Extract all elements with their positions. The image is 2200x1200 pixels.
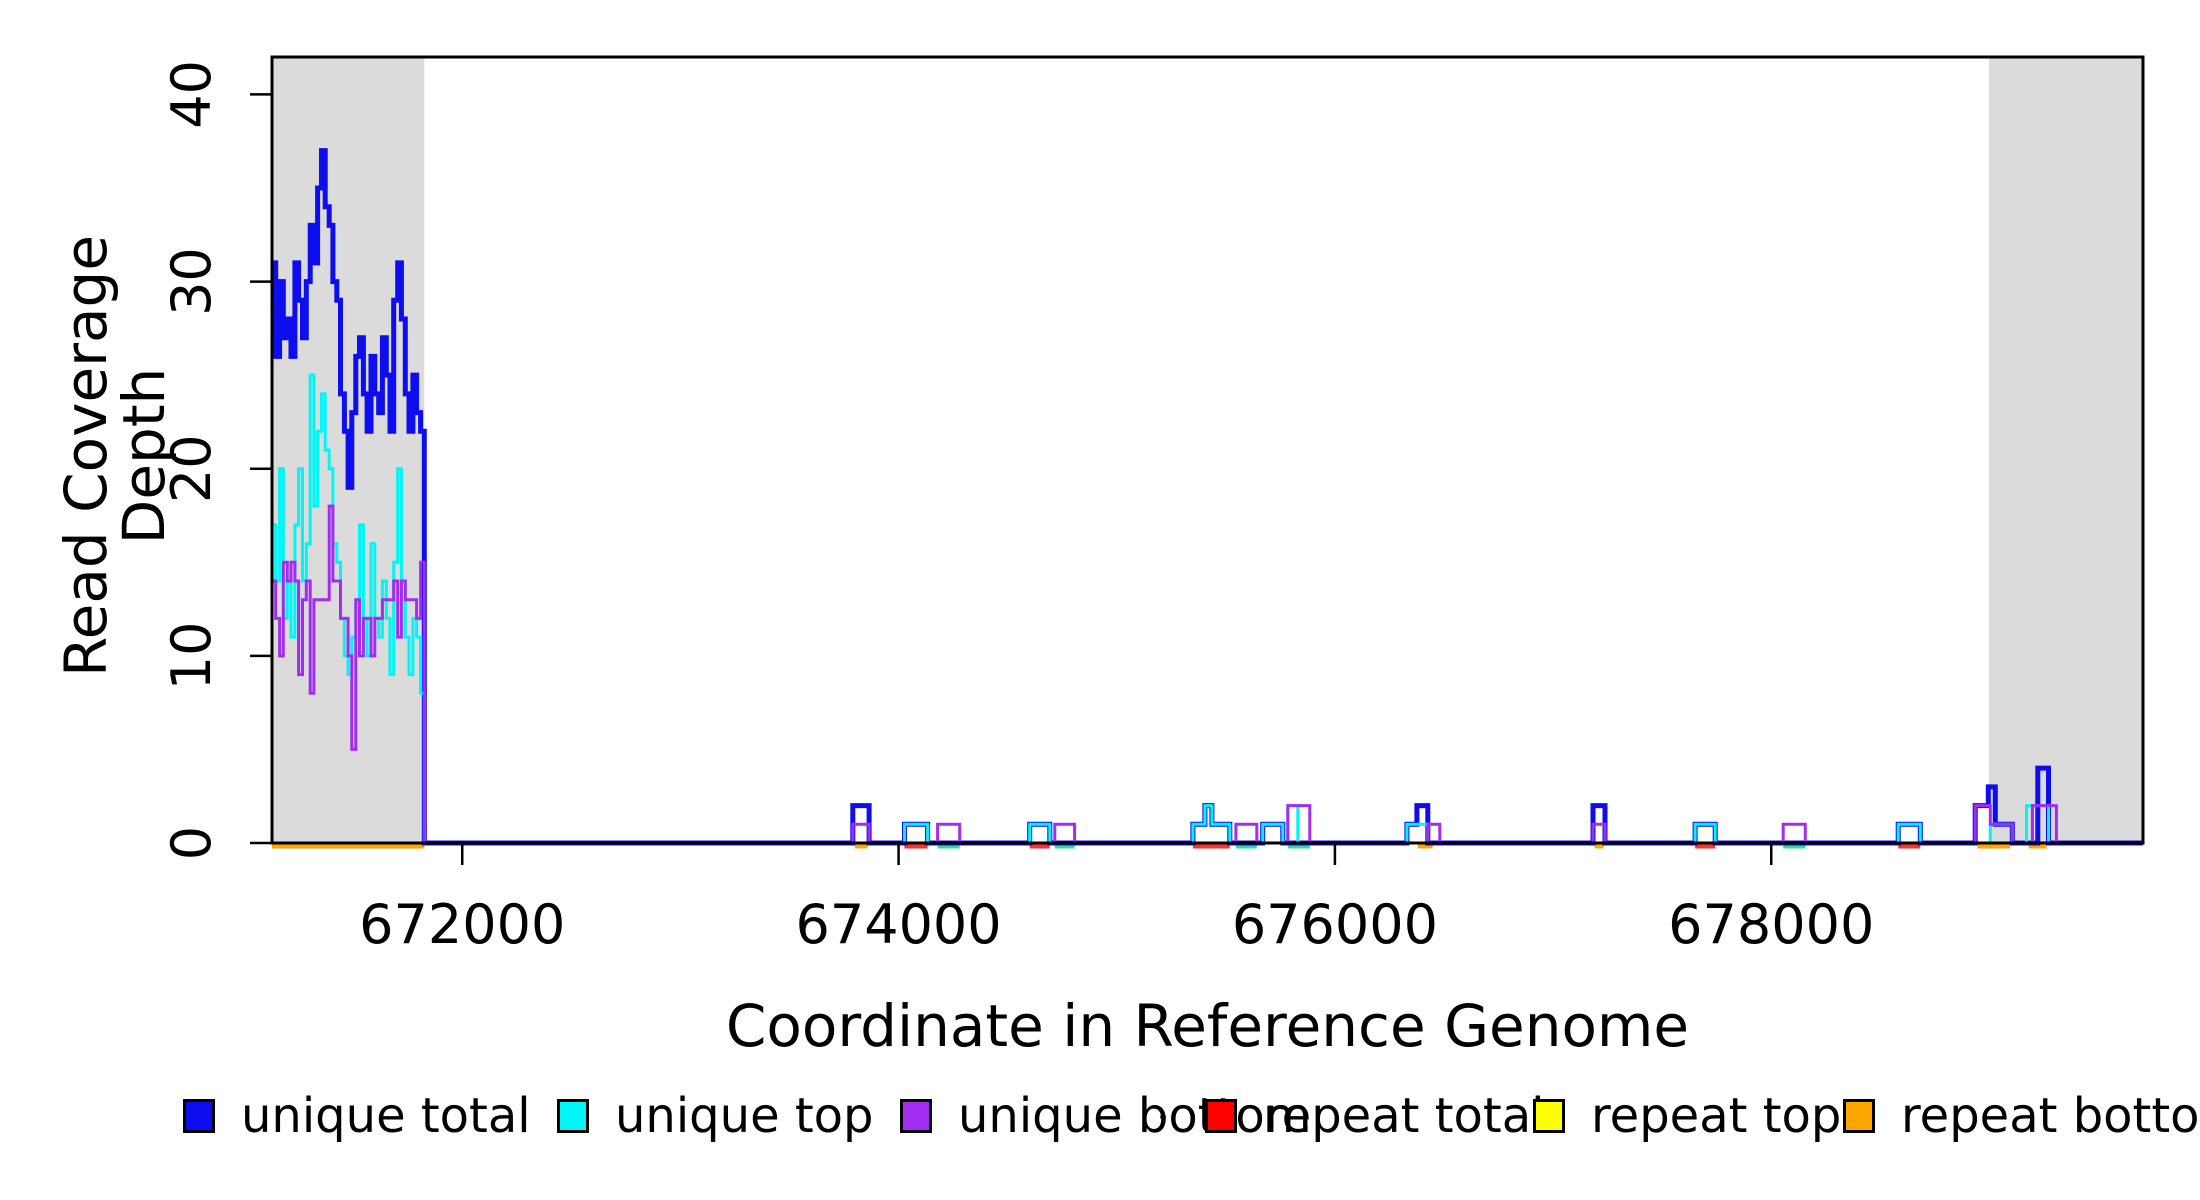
legend-label-repeat-bottom: repeat bottom [1901,1088,2200,1144]
legend-label-unique-total: unique total [241,1088,531,1144]
y-tick-label: 40 [160,60,223,129]
series-unique-top [272,373,2143,845]
legend-swatch-unique-total [183,1099,215,1133]
legend-item-unique-top: unique top [557,1090,874,1142]
legend-label-unique-bottom: unique bottom [958,1088,1312,1144]
series-unique-total [272,148,2143,846]
y-tick-label: 30 [160,247,223,316]
y-axis-title: Read Coverage Depth [52,234,178,678]
x-tick-label: 672000 [359,893,565,956]
legend-swatch-repeat-total [1205,1099,1237,1133]
legend-item-unique-bottom: unique bottom [900,1090,1311,1142]
series-unique-bottom [272,504,2143,845]
legend-swatch-repeat-top [1533,1099,1565,1133]
y-tick-label: 0 [160,826,223,860]
x-tick-label: 674000 [796,893,1002,956]
shaded-region [1988,57,2143,843]
x-tick-label: 678000 [1668,893,1874,956]
legend-item-repeat-total: repeat total [1205,1090,1544,1142]
legend-label-unique-top: unique top [615,1088,874,1144]
legend-swatch-unique-top [557,1099,589,1133]
x-tick-label: 676000 [1232,893,1438,956]
legend-separator-dot [1160,1114,1166,1120]
plot-box [270,55,2145,845]
x-axis-title: Coordinate in Reference Genome [725,992,1690,1060]
y-tick-label: 10 [160,621,223,690]
legend-item-repeat-bottom: repeat bottom [1843,1090,2200,1142]
legend-item-unique-total: unique total [183,1090,531,1142]
legend-swatch-unique-bottom [900,1099,932,1133]
legend-swatch-repeat-bottom [1843,1099,1875,1133]
y-tick-label: 20 [160,434,223,503]
legend-item-repeat-top: repeat top [1533,1090,1841,1142]
legend-label-repeat-total: repeat total [1263,1088,1545,1144]
legend-label-repeat-top: repeat top [1591,1088,1842,1144]
